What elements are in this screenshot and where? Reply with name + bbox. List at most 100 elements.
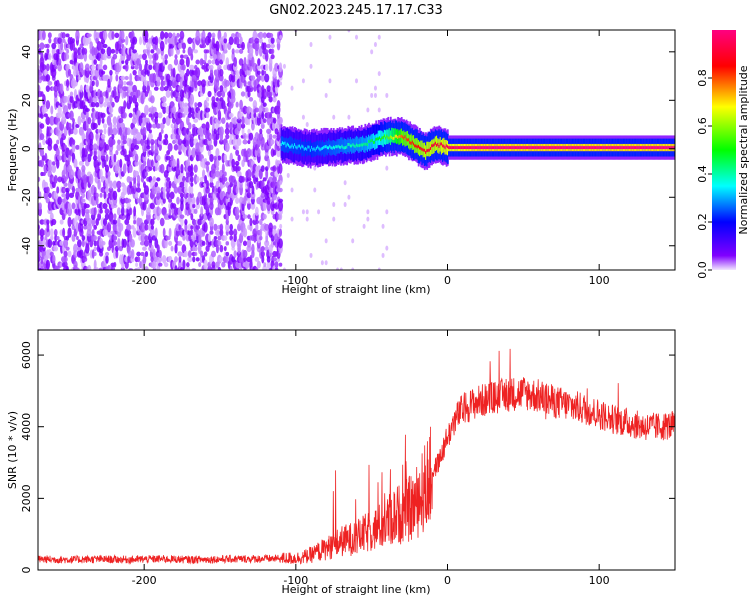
spectrogram-signal-cell [344,146,347,150]
spectrogram-noise-cell [234,160,240,166]
spectrogram-noise-cell [115,249,119,259]
spectrogram-noise-cell [100,154,106,162]
spectrogram-noise-cell [58,58,62,66]
spectrogram-noise-cell [160,79,164,87]
spectrogram-noise-cell [328,34,332,40]
spectrogram-signal-cell [467,146,470,150]
spectrogram-noise-cell [201,169,206,179]
spectrogram-noise-cell [75,73,79,83]
spectrogram-signal-cell [577,146,580,150]
spectrogram-signal-cell [341,137,344,152]
spectrogram-signal-cell [650,146,653,150]
spectrogram-noise-cell [231,48,235,55]
spectrogram-noise-cell [225,222,230,233]
spectrogram-noise-cell [205,121,210,131]
spectrogram-noise-cell [149,202,155,210]
spectrogram-noise-cell [250,202,256,210]
spectrogram-noise-cell [102,43,108,49]
spectrogram-noise-cell [129,72,133,84]
spectrogram-signal-cell [292,145,295,149]
spectrogram-noise-cell [51,161,56,166]
spectrogram-noise-cell [106,46,112,57]
spectrogram-noise-cell [320,260,324,266]
spectrogram-signal-cell [604,146,607,150]
spectrogram-noise-cell [155,154,161,162]
spectrogram-noise-cell [256,260,261,269]
spectrogram-signal-cell [309,140,312,155]
spectrogram-noise-cell [164,59,168,65]
spectrogram-noise-cell [88,131,94,142]
spectrogram-signal-cell [304,146,307,150]
spectrogram-noise-cell [122,148,127,157]
spectrogram-signal-cell [353,144,356,148]
spectrogram-noise-cell [66,265,70,270]
spectrogram-noise-cell [246,168,252,180]
spectrogram-signal-cell [497,146,500,150]
spectrogram-cells [38,30,675,270]
spectrogram-noise-cell [221,117,226,125]
spectrogram-signal-cell [375,137,378,141]
spectrogram-noise-cell [301,114,305,120]
spectrogram-noise-cell [51,218,57,226]
spectrogram-noise-cell [223,246,227,252]
spectrogram-signal-cell [317,145,319,149]
spectrogram-noise-cell [90,69,96,77]
spectrogram-noise-cell [179,30,185,40]
spectrogram-signal-cell [529,146,532,150]
spectrogram-noise-cell [138,36,143,45]
spectrogram-noise-cell [152,248,156,260]
spectrogram-signal-cell [563,146,566,150]
spectrogram-signal-cell [434,141,437,145]
spectrogram-noise-cell [144,250,149,258]
spectrogram-noise-cell [132,49,137,54]
spectrogram-noise-cell [49,251,54,257]
spectrogram-signal-cell [584,146,586,150]
spectrogram-noise-cell [152,176,156,183]
spectrogram-signal-cell [551,146,554,150]
spectrogram-signal-cell [325,145,328,148]
spectrogram-noise-cell [213,91,217,97]
spectrogram-noise-cell [64,52,68,62]
spectrogram-noise-cell [175,133,181,140]
spectrogram-noise-cell [106,222,112,233]
spectrogram-noise-cell [170,154,174,162]
spectrogram-noise-cell [339,267,343,270]
spectrogram-noise-cell [54,65,58,70]
spectrogram-noise-cell [134,160,139,167]
spectrogram-noise-cell [57,104,62,116]
spectrogram-noise-cell [167,142,173,152]
spectrogram-signal-cell [613,146,615,150]
spectrogram-signal-cell [346,145,348,149]
spectrogram-noise-cell [259,128,263,135]
spectrogram-signal-cell [649,146,652,150]
spectrogram-noise-cell [150,139,155,145]
spectrogram-noise-cell [169,191,175,200]
spectrogram-noise-cell [246,245,252,253]
spectrogram-noise-cell [190,185,194,195]
spectrogram-noise-cell [217,235,222,241]
spectrogram-noise-cell [206,102,210,108]
spectrogram-noise-cell [196,196,200,206]
spectrogram-noise-cell [332,114,336,120]
spectrogram-noise-cell [50,235,54,241]
spectrogram-noise-cell [134,101,139,108]
spectrogram-noise-cell [178,259,182,270]
spectrogram-noise-cell [256,74,261,82]
spectrogram-noise-cell [81,192,86,199]
spectrogram-noise-cell [59,219,64,225]
spectrogram-signal-cell [574,146,577,150]
spectrogram-noise-cell [91,118,95,124]
spectrogram-signal-cell [496,146,499,150]
spectrogram-noise-cell [115,150,119,156]
spectrogram-signal-cell [546,146,549,150]
spectrogram-signal-cell [378,136,381,140]
spectrogram-noise-cell [217,207,222,216]
spectrogram-noise-cell [231,246,235,251]
spectrogram-noise-cell [205,112,210,119]
spectrogram-noise-cell [197,218,203,226]
spectrogram-noise-cell [47,137,53,147]
spectrogram-noise-cell [268,133,273,140]
spectrogram-signal-cell [421,147,424,151]
spectrogram-noise-cell [103,52,107,61]
spectrogram-noise-cell [83,225,88,230]
